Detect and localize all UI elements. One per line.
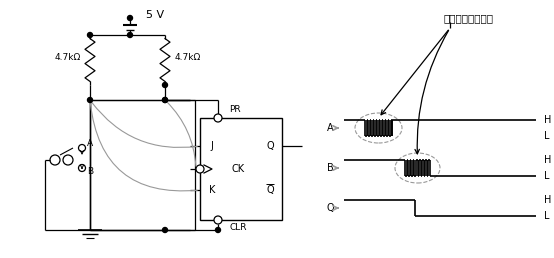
Circle shape [88,98,93,102]
Text: B: B [87,167,93,176]
Text: A: A [87,140,93,149]
Text: Q: Q [266,141,274,151]
Text: H: H [544,115,551,125]
Text: L: L [544,171,550,181]
Circle shape [214,114,222,122]
Circle shape [162,98,167,102]
Circle shape [162,228,167,232]
Text: K: K [209,185,215,195]
Text: PR: PR [229,106,241,115]
Circle shape [196,165,204,173]
Text: J: J [211,141,213,151]
Text: 5 V: 5 V [146,10,164,20]
Circle shape [214,216,222,224]
Circle shape [162,98,167,102]
Text: CLR: CLR [229,223,247,232]
Text: H: H [544,195,551,205]
Text: A: A [327,123,334,133]
Text: CK: CK [232,164,244,174]
Circle shape [216,228,220,232]
Circle shape [127,15,132,20]
Text: チャタリング現象: チャタリング現象 [443,13,493,23]
Bar [200,118,282,220]
Text: L: L [544,211,550,221]
Text: H: H [544,155,551,165]
Text: 4.7kΩ: 4.7kΩ [55,53,81,62]
Text: L: L [544,131,550,141]
Text: B: B [327,163,334,173]
Text: Q: Q [326,203,334,213]
Circle shape [162,83,167,87]
Circle shape [88,33,93,37]
Circle shape [127,33,132,37]
Text: 4.7kΩ: 4.7kΩ [175,53,201,62]
Text: Q: Q [266,185,274,195]
